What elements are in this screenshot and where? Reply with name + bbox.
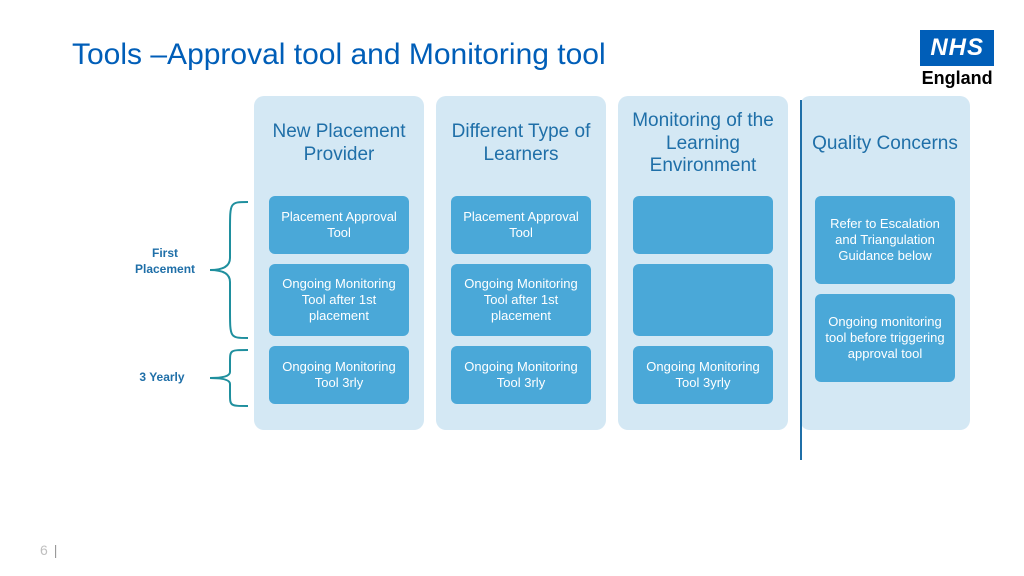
column-title: Monitoring of the Learning Environment	[628, 106, 778, 182]
page-number: 6|	[40, 542, 57, 558]
cell: Ongoing Monitoring Tool 3yrly	[633, 346, 773, 404]
cell: Refer to Escalation and Triangulation Gu…	[815, 196, 955, 284]
nhs-logo-box: NHS	[920, 30, 994, 66]
page-divider-bar: |	[54, 542, 58, 558]
column: New Placement Provider Placement Approval…	[254, 96, 424, 430]
bracket-first	[200, 200, 250, 340]
nhs-logo-sub: England	[920, 68, 994, 89]
cell	[633, 264, 773, 336]
bracket-second	[200, 348, 250, 408]
cell: Placement Approval Tool	[451, 196, 591, 254]
cell: Ongoing Monitoring Tool after 1st placem…	[451, 264, 591, 336]
page-number-value: 6	[40, 542, 48, 558]
row-label-second: 3 Yearly	[132, 370, 192, 386]
column: Quality Concerns Refer to Escalation and …	[800, 96, 970, 430]
chart-area: New Placement Provider Placement Approval…	[254, 96, 970, 430]
cell: Placement Approval Tool	[269, 196, 409, 254]
column-title: Different Type of Learners	[446, 106, 596, 182]
cell: Ongoing Monitoring Tool 3rly	[451, 346, 591, 404]
cell	[633, 196, 773, 254]
cell: Ongoing Monitoring Tool 3rly	[269, 346, 409, 404]
column: Monitoring of the Learning Environment On…	[618, 96, 788, 430]
column-title: Quality Concerns	[812, 106, 958, 182]
cell: Ongoing monitoring tool before triggerin…	[815, 294, 955, 382]
column-divider	[800, 100, 802, 460]
page-title: Tools –Approval tool and Monitoring tool	[72, 38, 606, 72]
nhs-logo: NHS England	[920, 30, 994, 89]
column: Different Type of Learners Placement Appr…	[436, 96, 606, 430]
cell: Ongoing Monitoring Tool after 1st placem…	[269, 264, 409, 336]
row-label-first: First Placement	[132, 246, 198, 277]
column-title: New Placement Provider	[264, 106, 414, 182]
